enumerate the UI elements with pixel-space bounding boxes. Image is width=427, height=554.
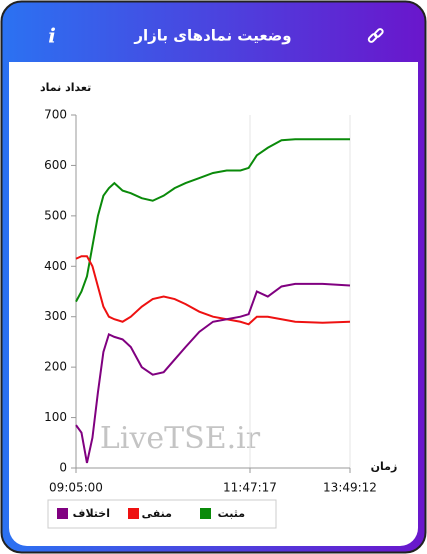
series-line <box>75 282 351 464</box>
info-icon[interactable]: i <box>48 24 56 48</box>
legend-swatch <box>200 508 211 519</box>
legend <box>47 499 277 529</box>
card <box>9 62 418 546</box>
y-tick-label: 200 <box>44 360 67 374</box>
legend-label: اختلاف <box>73 507 110 520</box>
y-tick-label: 600 <box>44 158 67 172</box>
x-tick-label: 13:49:12 <box>323 481 377 495</box>
x-tick-label: 11:47:17 <box>223 481 277 495</box>
link-icon[interactable] <box>367 28 384 43</box>
legend-label: منفی <box>142 507 172 520</box>
y-tick-label: 100 <box>44 410 67 424</box>
watermark: LiveTSE.ir <box>100 421 261 456</box>
y-tick-label: 300 <box>44 309 67 323</box>
legend-swatch <box>128 508 139 519</box>
legend-label: مثبت <box>218 507 245 520</box>
x-tick-label: 09:05:00 <box>49 481 103 495</box>
y-tick-label: 700 <box>44 108 67 122</box>
series-line <box>75 138 350 303</box>
y-tick-label: 400 <box>44 259 67 273</box>
y-tick-label: 500 <box>44 208 67 222</box>
x-axis-label: زمان <box>371 460 398 473</box>
y-tick-label: 0 <box>59 461 67 475</box>
legend-swatch <box>57 508 68 519</box>
y-axis-label: تعداد نماد <box>40 81 91 94</box>
header-title: وضعیت نمادهای بازار <box>133 27 291 45</box>
series-line <box>75 255 351 326</box>
